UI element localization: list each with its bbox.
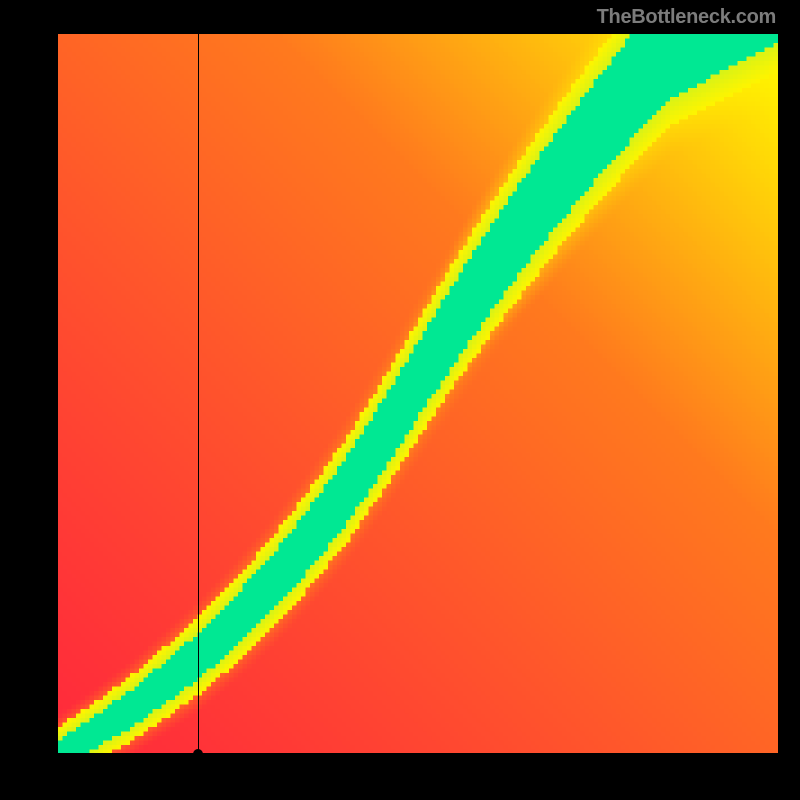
crosshair-horizontal-line	[58, 753, 778, 754]
heatmap-canvas	[58, 34, 778, 754]
watermark-text: TheBottleneck.com	[597, 6, 776, 29]
crosshair-vertical-line	[198, 34, 199, 754]
heatmap-plot	[58, 34, 778, 754]
crosshair-marker-dot	[193, 749, 203, 759]
